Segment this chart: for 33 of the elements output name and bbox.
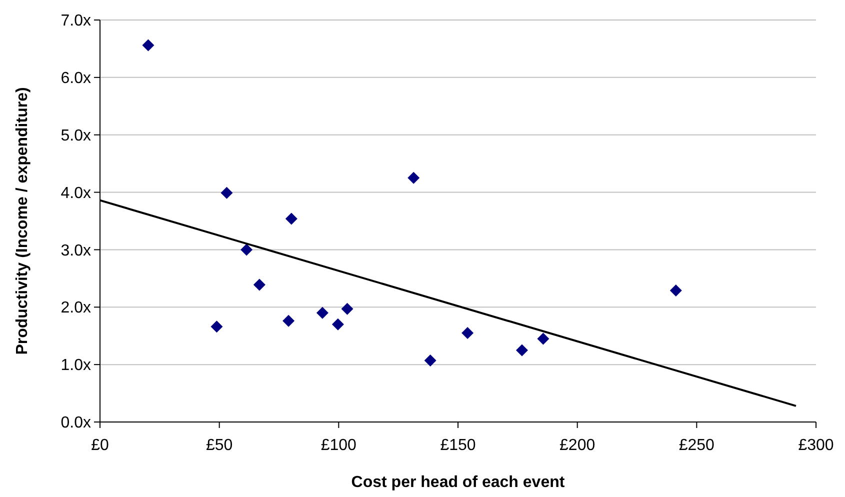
point — [424, 354, 436, 367]
x-tick-label: £200 — [560, 437, 596, 454]
point — [253, 278, 266, 291]
point — [408, 172, 420, 184]
point — [142, 39, 154, 52]
point — [220, 186, 233, 199]
x-tick-label: £0 — [91, 437, 109, 454]
y-tick-label: 1.0x — [60, 357, 91, 374]
y-tick-label: 6.0x — [60, 70, 91, 88]
point — [537, 332, 550, 345]
point — [462, 326, 474, 339]
point — [282, 314, 295, 327]
y-tick-label: 2.0x — [60, 300, 91, 317]
point — [240, 244, 253, 256]
x-axis-title: Cost per head of each event — [351, 474, 566, 491]
point — [516, 344, 528, 356]
x-tick-label: £100 — [320, 437, 357, 454]
y-axis-title: Productivity (Income / expenditure) — [14, 87, 31, 355]
y-tick-label: 7.0x — [60, 12, 91, 30]
x-tick-label: £50 — [206, 437, 233, 454]
y-tick-label: 4.0x — [60, 184, 91, 202]
point — [285, 212, 298, 225]
point — [341, 302, 354, 315]
y-tick-label: 0.0x — [60, 414, 91, 432]
y-tick-label: 5.0x — [60, 127, 91, 144]
y-tick-label: 3.0x — [60, 242, 91, 260]
point — [316, 306, 328, 319]
x-tick-label: £250 — [678, 437, 715, 454]
point — [670, 284, 682, 296]
point — [332, 318, 344, 330]
x-tick-label: £150 — [440, 437, 476, 454]
x-tick-label: £300 — [798, 437, 834, 454]
point — [210, 320, 223, 333]
